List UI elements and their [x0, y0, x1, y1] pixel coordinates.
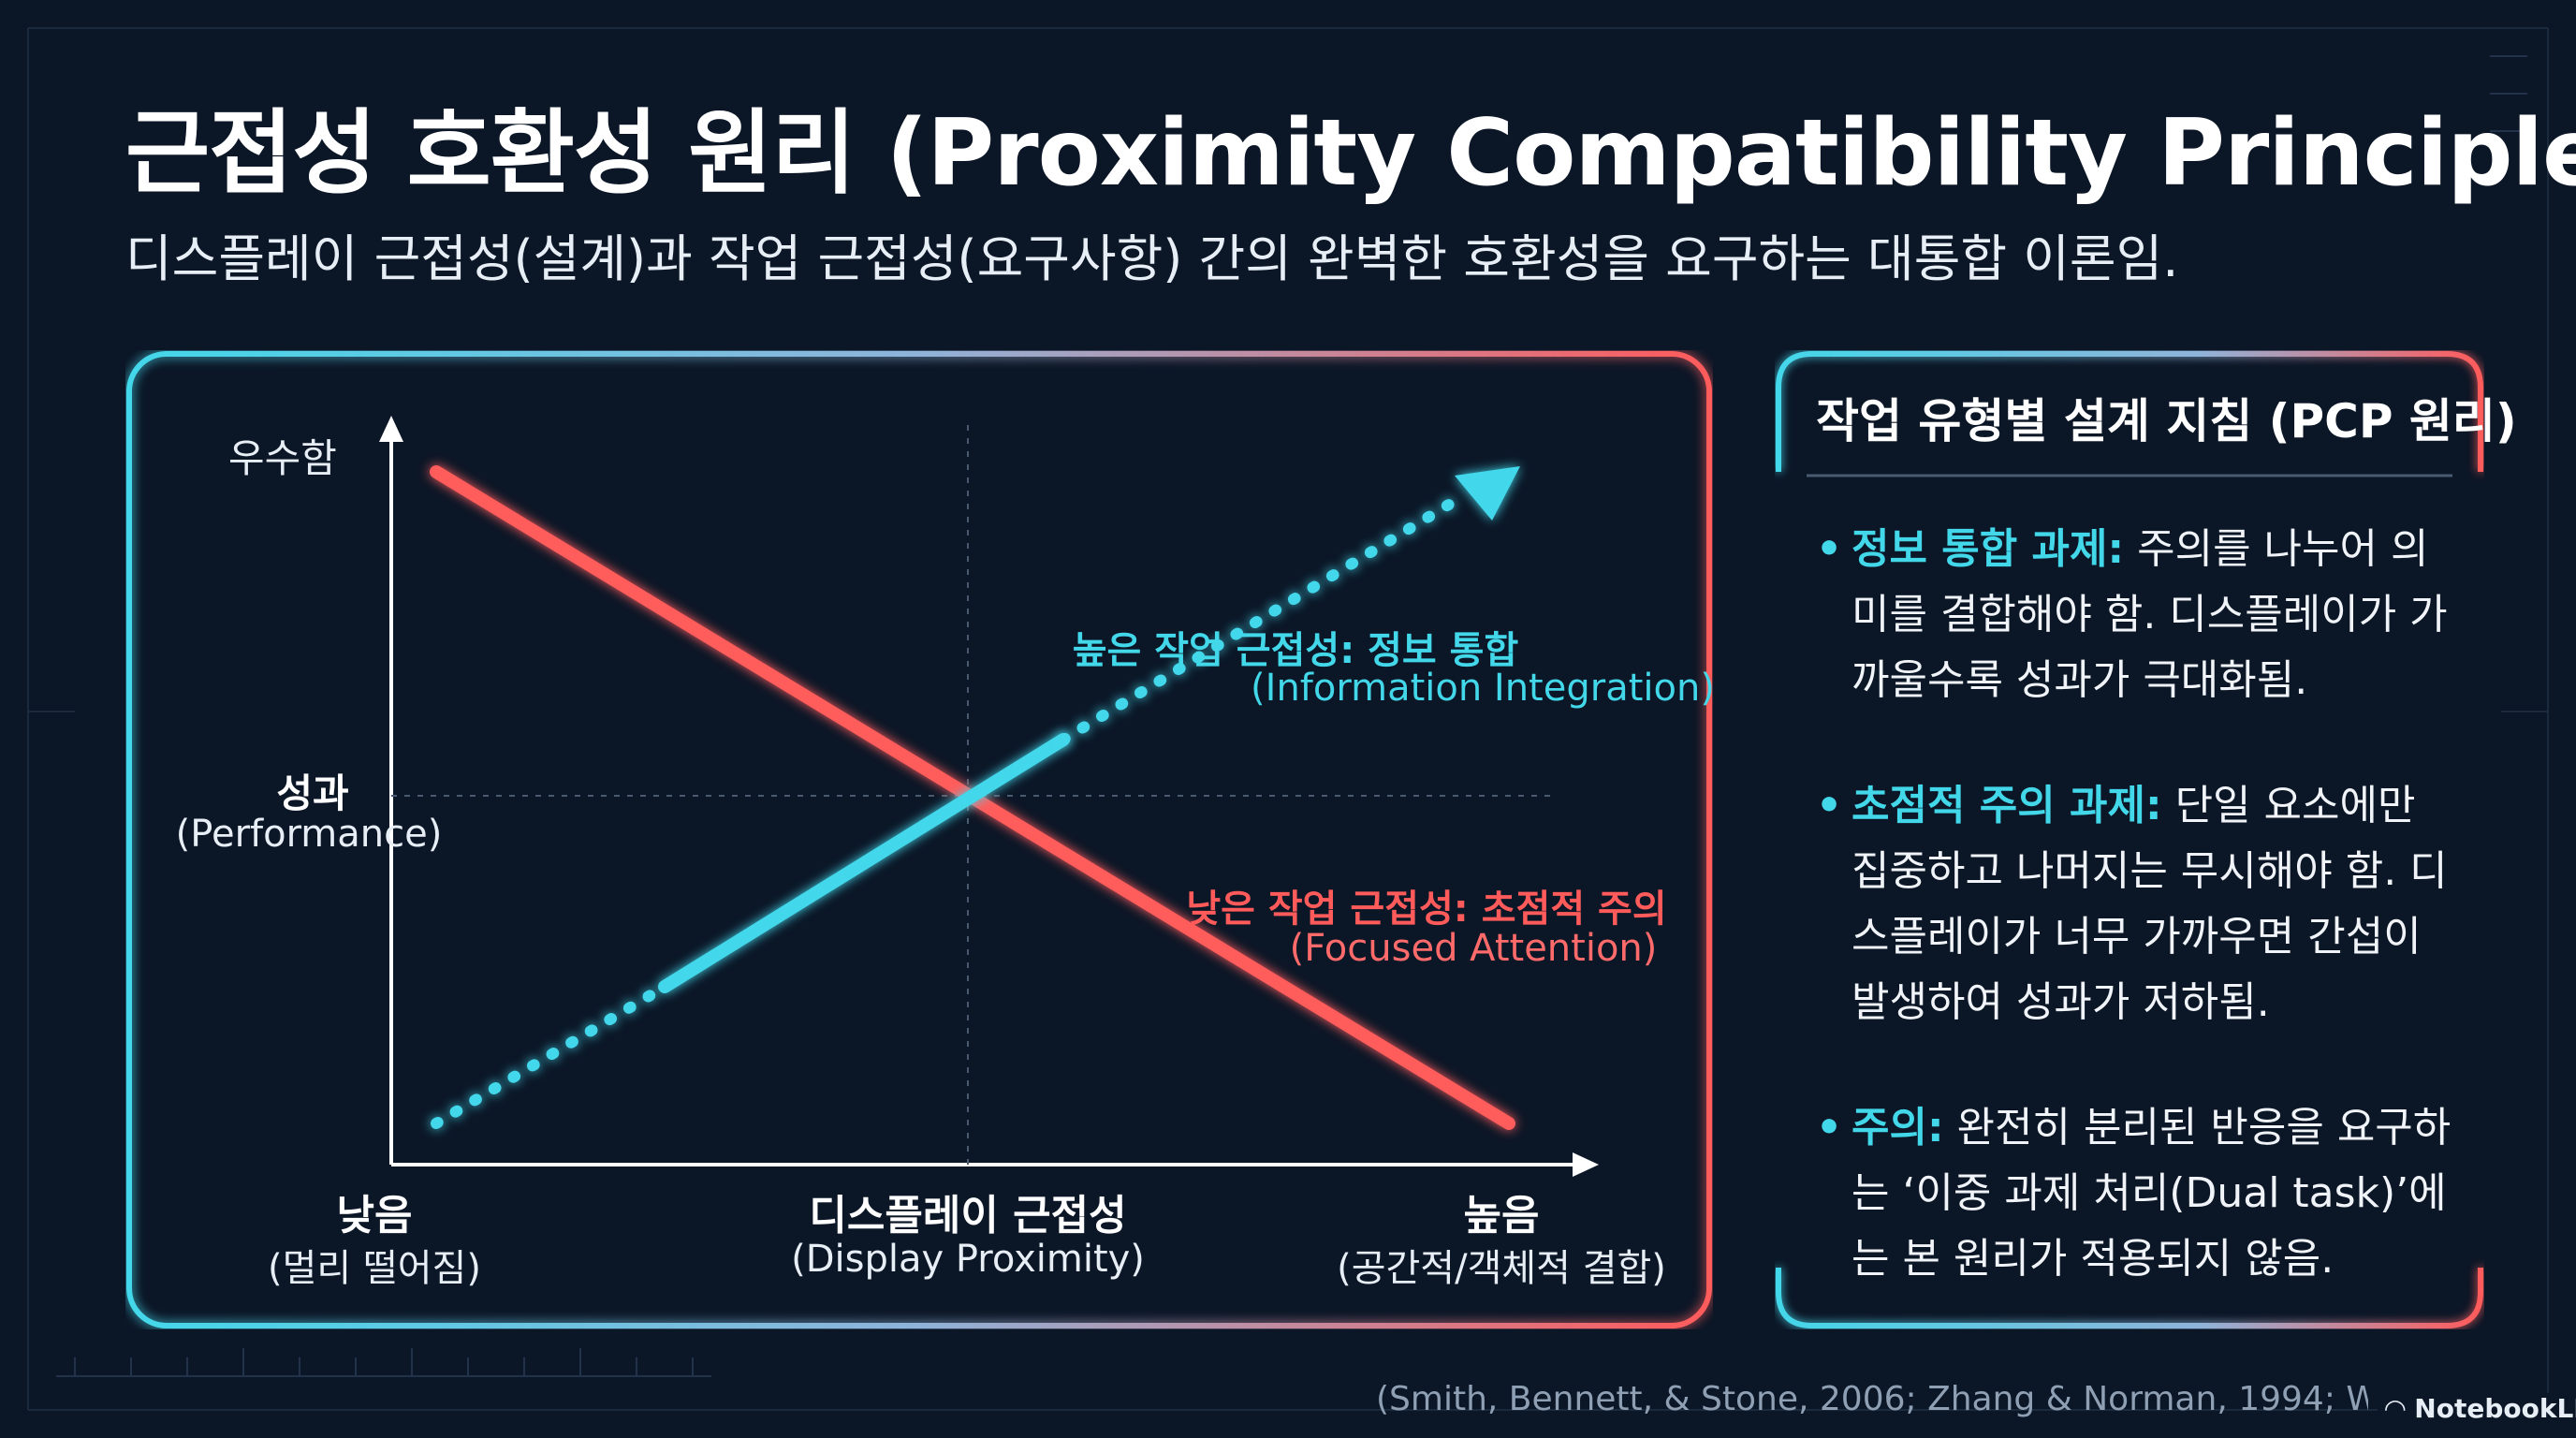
guide-item-text: 단일 요소에만 집중하고 나머지는 무시해야 함. 디스플레이가 너무 가까우면…: [1852, 782, 2448, 1026]
guide-title: 작업 유형별 설계 지침 (PCP 원리): [1816, 394, 2517, 448]
bullet-icon: •: [1816, 525, 1843, 573]
bullet-icon: •: [1816, 1104, 1843, 1152]
focused-line-sub: (Focused Attention): [1289, 927, 1658, 970]
guide-panel: 작업 유형별 설계 지침 (PCP 원리) • 정보 통합 과제: 주의를 나누어…: [1775, 350, 2517, 1329]
x-axis-high-label: 높음: [1463, 1192, 1540, 1240]
guide-item-term: 초점적 주의 과제:: [1852, 782, 2162, 829]
guide-item-text: 완전히 분리된 반응을 요구하는 ‘이중 과제 처리(Dual task)’에는…: [1852, 1104, 2452, 1283]
guide-item-text: 주의를 나누어 의미를 결합해야 함. 디스플레이가 가까울수록 성과가 극대화…: [1852, 525, 2448, 704]
integration-line-label: 높은 작업 근접성: 정보 통합: [1072, 629, 1519, 672]
x-axis-title: 디스플레이 근접성: [809, 1192, 1127, 1240]
guide-item-integration: • 정보 통합 과제: 주의를 나누어 의미를 결합해야 함. 디스플레이가 가까…: [1816, 517, 2452, 713]
diagram-panel: 우수함 성과 (Performance) 낮음 (멀리 떨어짐) 디스플레이 근…: [125, 350, 1715, 1329]
integration-arrowhead: [1455, 466, 1520, 521]
notebooklm-logo-icon: ◠: [2385, 1393, 2415, 1424]
guide-item-focused: • 초점적 주의 과제: 단일 요소에만 집중하고 나머지는 무시해야 함. 디스…: [1816, 773, 2452, 1035]
integration-line-dotted-low: [431, 981, 670, 1129]
brand-text: NotebookLM: [2414, 1393, 2576, 1424]
x-axis-subtitle: (Display Proximity): [791, 1238, 1145, 1281]
x-axis-high-sub: (공간적/객체적 결합): [1337, 1247, 1666, 1290]
guide-item-term: 정보 통합 과제:: [1852, 525, 2125, 573]
guide-frame-top: [1776, 351, 2483, 472]
guide-item-term: 주의:: [1852, 1104, 1944, 1152]
integration-line-sub: (Information Integration): [1251, 667, 1715, 710]
x-axis-arrow: [1573, 1152, 1599, 1177]
guide-list: • 정보 통합 과제: 주의를 나누어 의미를 결합해야 함. 디스플레이가 가까…: [1816, 517, 2452, 1352]
y-axis-subtitle: (Performance): [175, 813, 443, 856]
y-axis-top-label: 우수함: [228, 435, 337, 481]
bullet-icon: •: [1816, 782, 1843, 829]
guide-frame-svg: [1776, 351, 2483, 1328]
diagram-svg: [126, 351, 1712, 1328]
integration-line-dotted-high: [1058, 494, 1462, 745]
diagram-frame: [126, 351, 1712, 1328]
guide-item-caution: • 주의: 완전히 분리된 반응을 요구하는 ‘이중 과제 처리(Dual tas…: [1816, 1095, 2452, 1292]
integration-line-solid: [658, 733, 1070, 993]
x-axis-low-sub: (멀리 떨어짐): [268, 1247, 481, 1290]
page-subtitle: 디스플레이 근접성(설계)과 작업 근접성(요구사항) 간의 완벽한 호환성을 …: [125, 229, 2179, 288]
citation: (Smith, Bennett, & Stone, 2006; Zhang & …: [1376, 1380, 2368, 1418]
brand-label: ◠ NotebookLM: [2378, 1393, 2576, 1424]
y-axis-arrow: [379, 416, 403, 442]
focused-line-label: 낮은 작업 근접성: 초점적 주의: [1186, 888, 1667, 931]
y-axis-title: 성과: [276, 770, 349, 816]
page-title: 근접성 호환성 원리 (Proximity Compatibility Prin…: [125, 100, 2576, 207]
guide-frame-bottom: [1776, 1268, 2483, 1328]
x-axis-low-label: 낮음: [336, 1192, 413, 1240]
